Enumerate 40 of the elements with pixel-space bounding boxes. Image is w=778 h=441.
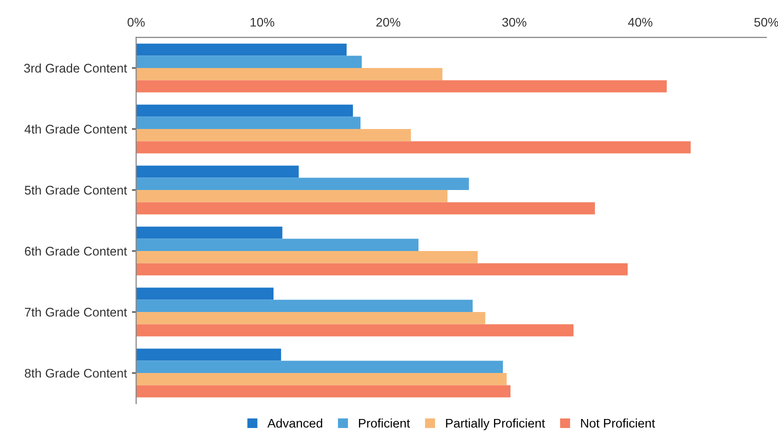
bar — [136, 128, 411, 142]
bar — [136, 312, 486, 324]
bar — [136, 68, 442, 80]
y-tick-label: 8th Grade Content — [24, 368, 128, 378]
y-tick-label: 4th Grade Content — [24, 124, 128, 134]
legend-label: Proficient — [358, 418, 410, 428]
bar — [136, 166, 299, 178]
bar — [136, 300, 473, 312]
bar — [136, 385, 510, 398]
bar — [136, 56, 362, 68]
bar — [136, 360, 503, 374]
legend-label: Advanced — [267, 418, 322, 428]
y-tick-label: 5th Grade Content — [24, 185, 128, 195]
y-tick-label: 3rd Grade Content — [24, 63, 128, 73]
legend-label: Not Proficient — [581, 418, 656, 428]
bar — [136, 226, 282, 239]
bar — [136, 288, 274, 300]
bar — [136, 116, 360, 129]
bar — [136, 141, 691, 154]
x-tick-label: 0% — [128, 18, 145, 27]
bar — [136, 348, 282, 361]
bar — [136, 373, 507, 386]
bar — [136, 178, 469, 190]
legend-label: Partially Proficient — [446, 418, 546, 430]
x-tick-label: 40% — [628, 18, 652, 27]
bar — [136, 202, 595, 214]
x-tick-label: 50% — [754, 18, 778, 27]
bar — [136, 263, 628, 276]
x-tick-label: 10% — [250, 18, 274, 27]
bar — [136, 190, 448, 202]
y-tick-label: 6th Grade Content — [24, 246, 128, 256]
bar — [136, 80, 667, 92]
bar — [136, 44, 347, 56]
bar — [136, 104, 353, 117]
x-tick-label: 30% — [502, 18, 526, 27]
bar — [136, 238, 418, 252]
x-tick-label: 20% — [376, 18, 400, 27]
y-tick-label: 7th Grade Content — [24, 307, 128, 317]
bar — [136, 324, 574, 336]
bar — [136, 251, 478, 264]
